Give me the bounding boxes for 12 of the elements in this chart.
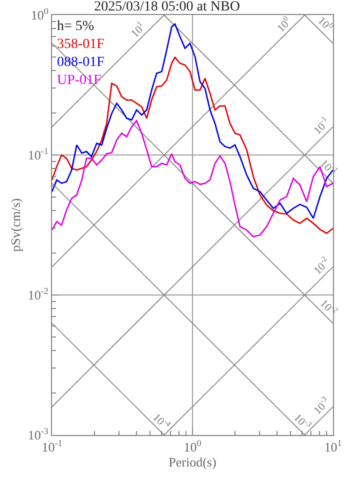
y-tick-label: 10$^{-1}$ xyxy=(28,146,48,163)
x-axis-title: Period(s) xyxy=(168,454,216,470)
text: 088-01F xyxy=(57,55,105,70)
x-tick-label: 10$^{0}$ xyxy=(184,438,202,455)
text: UP-01F xyxy=(57,73,102,88)
text: 358-01F xyxy=(57,37,105,52)
x-tick-label: 10$^{1}$ xyxy=(324,438,342,455)
annotation: h= 5% xyxy=(57,19,94,34)
chart-title: 2025/03/18 05:00 at NBO xyxy=(94,0,240,14)
y-tick-label: 10$^{-2}$ xyxy=(28,286,49,303)
y-axis-title: pSv(cm/s) xyxy=(8,198,23,252)
y-tick-label: 10$^{0}$ xyxy=(30,6,49,23)
